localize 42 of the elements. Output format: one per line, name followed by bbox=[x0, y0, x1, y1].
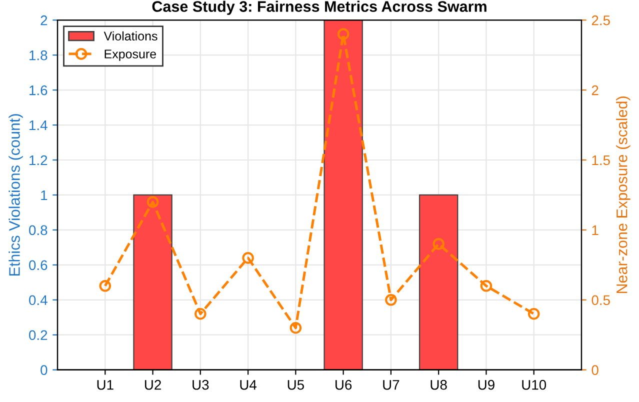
y-axis-title: Ethics Violations (count) bbox=[8, 114, 23, 276]
x-tick-label: U7 bbox=[383, 380, 400, 390]
point bbox=[194, 308, 206, 320]
x-tick-label: U10 bbox=[522, 380, 546, 390]
point bbox=[480, 280, 492, 292]
point bbox=[242, 252, 254, 264]
y2-axis-title: Near-zone Exposure (scaled) bbox=[616, 96, 630, 294]
chart-title: Case Study 3: Fairness Metrics Across Swarm bbox=[152, 0, 486, 15]
point bbox=[99, 280, 112, 292]
y-tick-label: 1.6 bbox=[30, 85, 48, 96]
x-tick-label: U6 bbox=[336, 380, 352, 390]
point bbox=[385, 294, 397, 306]
y-tick-label: 0.6 bbox=[29, 260, 48, 270]
legend-label: Violations bbox=[104, 31, 158, 41]
y2-tick-label: 1.5 bbox=[592, 155, 610, 166]
x-tick-label: U8 bbox=[430, 380, 447, 390]
x-tick-label: U3 bbox=[192, 380, 209, 390]
y2-tick-label: 0 bbox=[592, 365, 598, 376]
point bbox=[528, 308, 540, 320]
point bbox=[432, 238, 444, 250]
legend-label: Exposure bbox=[104, 50, 156, 61]
y2-tick-label: 1 bbox=[592, 225, 598, 235]
y-tick-label: 1.8 bbox=[30, 50, 48, 60]
y-tick-label: 0 bbox=[40, 365, 48, 376]
x-tick-label: U9 bbox=[478, 380, 494, 390]
x-tick-label: U5 bbox=[288, 380, 304, 390]
y-tick-label: 1.4 bbox=[30, 120, 48, 130]
y-tick-label: 2 bbox=[40, 15, 48, 26]
y-tick-label: 0.8 bbox=[29, 225, 48, 236]
x-tick-label: U2 bbox=[144, 380, 161, 390]
y2-tick-label: 2.5 bbox=[592, 15, 610, 26]
point bbox=[290, 322, 302, 334]
point bbox=[337, 28, 350, 40]
point bbox=[146, 196, 159, 208]
x-tick-label: U4 bbox=[240, 380, 257, 390]
y2-tick-label: 2 bbox=[592, 85, 598, 96]
y-tick-label: 1 bbox=[41, 190, 48, 200]
x-tick-label: U1 bbox=[97, 380, 114, 390]
y-tick-label: 0.2 bbox=[29, 330, 48, 340]
y-tick-label: 0.4 bbox=[29, 295, 48, 306]
y-tick-label: 1.2 bbox=[30, 155, 48, 166]
y2-tick-label: 0.5 bbox=[592, 295, 610, 306]
